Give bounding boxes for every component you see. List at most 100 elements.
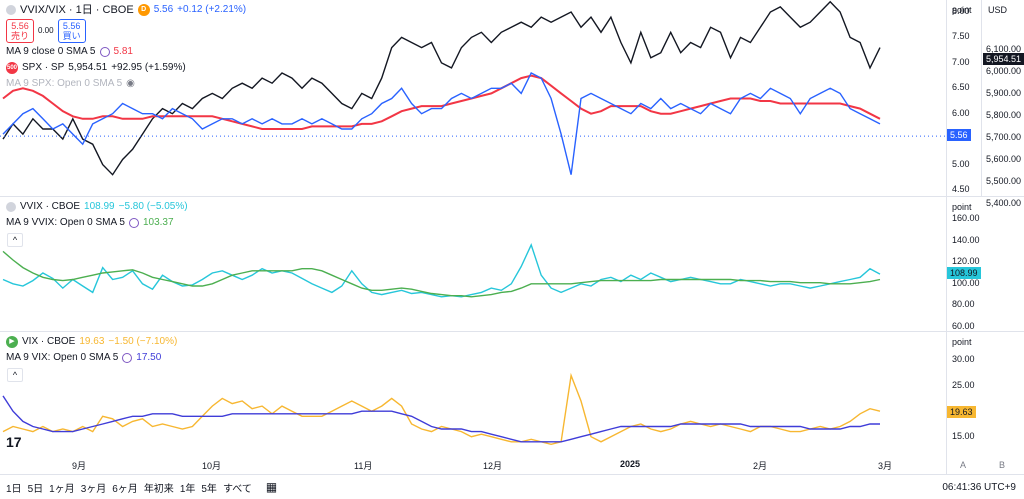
usd-tick-label: 5,500.00 — [986, 176, 1022, 186]
vix-ma-label: MA 9 VIX: Open 0 SMA 5 — [6, 352, 119, 363]
settings-icon[interactable] — [122, 353, 133, 363]
vvix-price-tag: 108.99 — [947, 267, 981, 280]
main-legend: VVIX/VIX · 1日 · CBOE D 5.56 +0.12 (+2.21… — [6, 2, 246, 92]
x-tick-label: 2025 — [620, 459, 641, 469]
vvix-ma-row[interactable]: MA 9 VVIX: Open 0 SMA 5 103.37 — [6, 215, 188, 231]
vix-plot[interactable] — [0, 332, 946, 456]
scale-b-toggle[interactable]: B — [999, 460, 1006, 470]
spx-change: +92.95 (+1.59%) — [111, 62, 186, 73]
ma-row[interactable]: MA 9 close 0 SMA 5 5.81 — [6, 44, 246, 60]
tradingview-logo[interactable]: 17 — [6, 434, 22, 450]
series-line-spx-sp — [2, 72, 881, 175]
vvix-legend: VVIX · CBOE 108.99 −5.80 (−5.05%) MA 9 V… — [6, 199, 188, 231]
vix-ma-row[interactable]: MA 9 VIX: Open 0 SMA 5 17.50 — [6, 350, 177, 366]
p1-tick-label: 5.00 — [952, 158, 970, 169]
range-button[interactable]: 6ヶ月 — [112, 483, 138, 495]
vvix-value: 108.99 — [84, 201, 115, 212]
usd-unit: USD — [988, 5, 1008, 15]
eye-icon[interactable]: ◉ — [126, 78, 135, 89]
bottom-toolbar: 1日 5日 1ヶ月 3ヶ月 6ヶ月 年初来 1年 5年 すべて ▦ 06:41:36 UTC+9 — [0, 474, 1024, 499]
range-button[interactable]: 1年 — [179, 483, 196, 495]
pane-separator[interactable] — [0, 196, 1024, 197]
vvix-pane[interactable]: VVIX · CBOE 108.99 −5.80 (−5.05%) MA 9 V… — [0, 197, 1024, 331]
vvix-ma-value: 103.37 — [142, 217, 174, 228]
p1-tick-label: 7.00 — [952, 56, 970, 67]
p3-tick-label: 15.00 — [952, 430, 975, 441]
usd-axis-border — [981, 0, 982, 196]
main-pane[interactable]: VVIX/VIX · 1日 · CBOE D 5.56 +0.12 (+2.21… — [0, 0, 1024, 208]
range-button[interactable]: 1ヶ月 — [49, 483, 75, 495]
scale-a-toggle[interactable]: A — [960, 460, 967, 470]
vix-change: −1.50 (−7.10%) — [108, 336, 178, 347]
p3-unit: point — [952, 337, 972, 347]
symbol-title[interactable]: VVIX/VIX · 1日 · CBOE — [20, 4, 134, 16]
range-button[interactable]: 3ヶ月 — [80, 483, 107, 495]
usd-tick-label: 5,800.00 — [986, 110, 1022, 120]
p1-tick-label: 7.50 — [952, 31, 970, 42]
spx-ma-label: MA 9 SPX: Open 0 SMA 5 — [6, 78, 123, 89]
symbol-logo-icon — [6, 5, 16, 15]
collapse-icon[interactable]: ^ — [7, 233, 23, 247]
p2-unit: point — [952, 202, 972, 212]
collapse-icon[interactable]: ^ — [7, 368, 23, 382]
series-line-vix — [2, 372, 881, 446]
vvix-symbol[interactable]: VVIX · CBOE — [20, 201, 81, 212]
main-plot[interactable] — [0, 0, 946, 196]
sell-button[interactable]: 5.56 売り — [6, 19, 34, 43]
p3-tick-label: 30.00 — [952, 354, 975, 365]
vix-symbol[interactable]: VIX · CBOE — [22, 336, 76, 347]
calendar-icon[interactable]: ▦ — [265, 480, 278, 494]
series-line-ma-9-vvix-open-0-sma-5 — [2, 250, 881, 298]
range-button[interactable]: すべて — [222, 483, 252, 495]
range-button[interactable]: 1日 — [6, 483, 22, 495]
buy-price: 5.56 — [62, 21, 81, 31]
sell-price: 5.56 — [11, 21, 29, 31]
p2-tick-label: 120.00 — [952, 256, 980, 267]
usd-tick-label: 5,900.00 — [986, 88, 1022, 98]
delay-badge: D — [137, 4, 150, 16]
vvix-logo-icon — [6, 202, 16, 212]
usd-tick-label: 5,700.00 — [986, 132, 1022, 142]
ma-value: 5.81 — [113, 46, 133, 57]
x-tick-label: 2月 — [753, 461, 768, 471]
range-button[interactable]: 年初来 — [143, 483, 174, 495]
settings-icon[interactable] — [128, 218, 139, 228]
x-tick-label: 10月 — [202, 461, 222, 471]
vix-ma-value: 17.50 — [136, 352, 162, 363]
vvix-header-row: VVIX · CBOE 108.99 −5.80 (−5.05%) — [6, 199, 188, 215]
settings-icon[interactable] — [99, 47, 110, 57]
header-row: VVIX/VIX · 1日 · CBOE D 5.56 +0.12 (+2.21… — [6, 2, 246, 18]
buy-button[interactable]: 5.56 買い — [57, 19, 86, 43]
range-buttons: 1日 5日 1ヶ月 3ヶ月 6ヶ月 年初来 1年 5年 すべて — [0, 480, 252, 495]
spx-value: 5,954.51 — [68, 62, 108, 73]
series-line-vvix — [2, 242, 881, 298]
p2-tick-label: 160.00 — [952, 213, 980, 223]
vvix-plot[interactable] — [0, 197, 946, 331]
clock[interactable]: 06:41:36 UTC+9 — [942, 481, 1016, 493]
range-button[interactable]: 5日 — [27, 483, 44, 495]
trade-buttons: 5.56 売り 0.00 5.56 買い — [6, 18, 246, 44]
spx-row[interactable]: 500 SPX · SP 5,954.51 +92.95 (+1.59%) — [6, 60, 246, 76]
usd-tick-label: 6,000.00 — [986, 66, 1022, 76]
p2-tick-label: 80.00 — [952, 299, 975, 310]
usd-tick-label: 5,400.00 — [986, 198, 1022, 208]
vix-price-tag: 19.63 — [947, 406, 976, 419]
p2-tick-label: 100.00 — [952, 277, 980, 288]
p1-tick-label: 8.00 — [952, 6, 970, 16]
sell-label: 売り — [10, 31, 29, 41]
p1-unit: point — [952, 5, 972, 15]
price-axis-border — [946, 0, 947, 474]
x-tick-label: 9月 — [72, 461, 87, 471]
series-line-ma-9-vix-open-0-sma-5 — [2, 395, 880, 443]
spread-value: 0.00 — [38, 26, 54, 35]
vix-pane[interactable]: ▶ VIX · CBOE 19.63 −1.50 (−7.10%) MA 9 V… — [0, 332, 1024, 456]
range-button[interactable]: 5年 — [201, 483, 217, 495]
x-tick-label: 11月 — [354, 461, 373, 471]
spx-logo-icon: 500 — [6, 62, 18, 74]
spx-ma-row[interactable]: MA 9 SPX: Open 0 SMA 5 ◉ — [6, 76, 246, 92]
x-tick-label: 12月 — [483, 461, 503, 471]
usd-tick-label: 6,100.00 — [986, 44, 1022, 54]
p1-tick-label: 6.00 — [952, 107, 970, 118]
pane-separator[interactable] — [0, 331, 1024, 332]
ma-label: MA 9 close 0 SMA 5 — [6, 46, 96, 57]
